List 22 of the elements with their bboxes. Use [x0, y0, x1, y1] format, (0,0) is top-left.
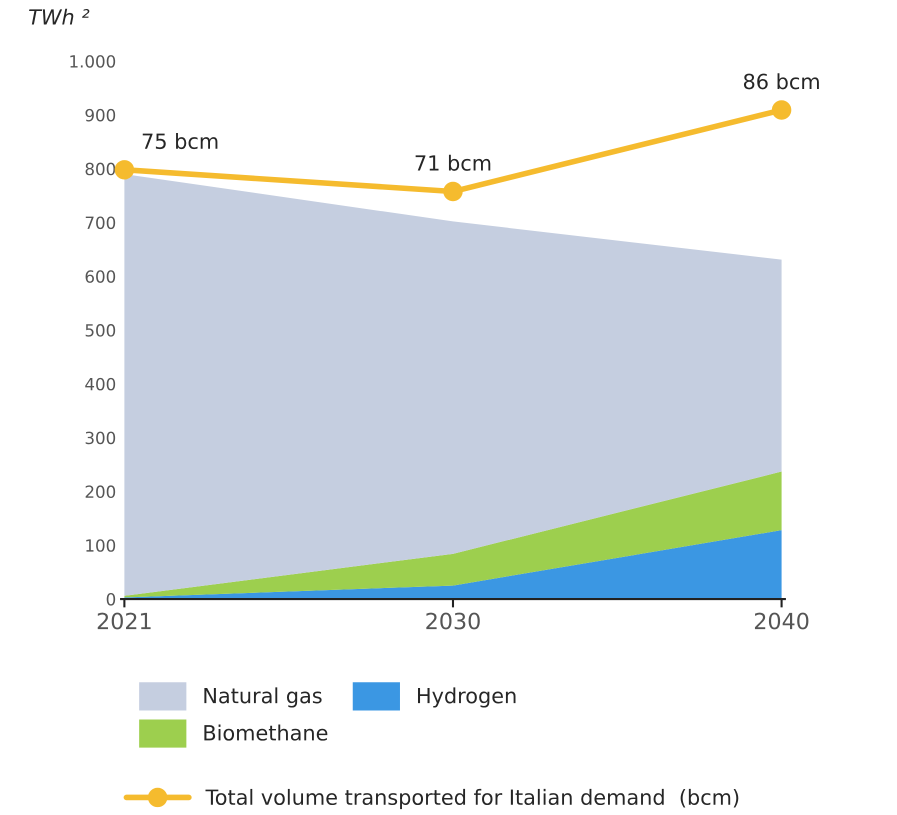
y-tick-label: 800: [86, 162, 116, 176]
y-tick-label: 200: [86, 485, 116, 498]
y-tick-label: 600: [86, 270, 116, 283]
y-axis-title: TWh ²: [29, 8, 90, 25]
data-label: 71 bcm: [416, 154, 490, 171]
y-tick-label: 1.000: [70, 55, 116, 68]
y-tick-label: 400: [85, 378, 116, 390]
data-label: 86 bcm: [744, 73, 819, 90]
y-tick-label: 900: [85, 108, 116, 122]
legend-label: Hydrogen: [418, 687, 516, 708]
legend-label: Biomethane: [204, 724, 328, 741]
x-tick-label: 2030: [426, 612, 480, 630]
y-tick-label: 300: [86, 432, 116, 444]
y-tick-label: 100: [86, 539, 116, 552]
data-label: 75 bcm: [142, 132, 218, 150]
y-tick-label: 700: [86, 216, 116, 230]
legend-label: Total volume transported for Italian demand (bcm): [205, 788, 738, 810]
x-tick-label: 2021: [98, 612, 151, 630]
y-tick-label: 500: [86, 324, 116, 337]
x-tick-label: 2040: [754, 612, 808, 630]
y-tick-label: 0: [106, 592, 116, 606]
legend-label: Natural gas: [204, 687, 322, 708]
